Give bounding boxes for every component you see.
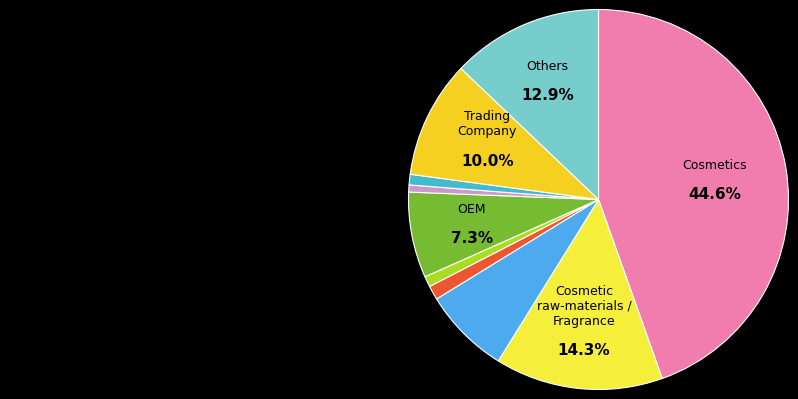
Wedge shape: [429, 200, 598, 299]
Wedge shape: [437, 200, 598, 361]
Text: 14.3%: 14.3%: [558, 343, 610, 358]
Text: Others: Others: [527, 60, 569, 73]
Text: 7.3%: 7.3%: [451, 231, 492, 247]
Text: Cosmetics: Cosmetics: [682, 159, 747, 172]
Wedge shape: [409, 174, 598, 200]
Text: Trading
Company: Trading Company: [457, 111, 517, 138]
Wedge shape: [409, 185, 598, 200]
Wedge shape: [498, 200, 662, 389]
Text: 44.6%: 44.6%: [688, 187, 741, 202]
Wedge shape: [409, 192, 598, 277]
Wedge shape: [410, 69, 598, 200]
Text: 10.0%: 10.0%: [460, 154, 513, 169]
Text: Cosmetic
raw-materials /
Fragrance: Cosmetic raw-materials / Fragrance: [536, 285, 631, 328]
Wedge shape: [425, 200, 598, 286]
Wedge shape: [461, 10, 598, 199]
Text: 12.9%: 12.9%: [521, 88, 574, 103]
Wedge shape: [598, 10, 788, 379]
Text: OEM: OEM: [457, 203, 486, 216]
